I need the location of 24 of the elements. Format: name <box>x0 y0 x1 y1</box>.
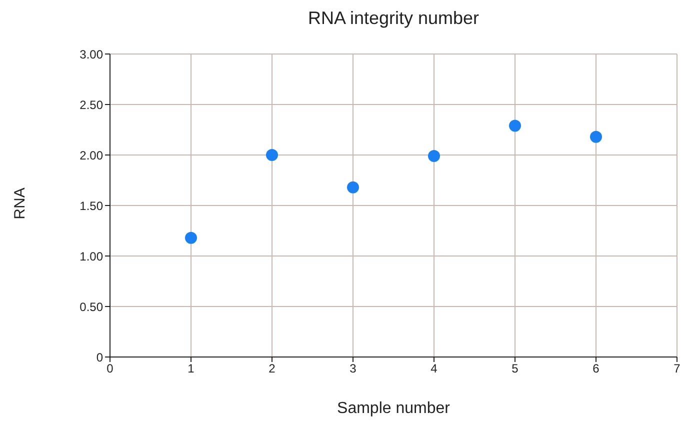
x-tick-label: 6 <box>592 362 600 376</box>
y-tick-label: 1.50 <box>80 198 104 213</box>
x-axis-title: Sample number <box>336 400 451 418</box>
x-tick-label: 7 <box>674 362 681 376</box>
y-axis-title: RNA <box>12 186 28 222</box>
y-tick-label: 0 <box>96 350 104 364</box>
point <box>185 232 197 244</box>
point <box>509 120 521 132</box>
y-tick-label: 3.00 <box>80 47 104 62</box>
x-tick-label: 0 <box>106 362 114 376</box>
point <box>347 181 359 194</box>
point <box>266 149 278 161</box>
x-tick-label: 4 <box>430 362 438 376</box>
chart-title: RNA integrity number <box>306 8 480 29</box>
x-tick-label: 3 <box>350 362 357 376</box>
x-tick-label: 1 <box>188 362 195 376</box>
y-tick-label: 1.00 <box>80 249 104 264</box>
point <box>590 130 602 143</box>
point <box>428 150 440 162</box>
x-tick-label: 5 <box>512 362 519 376</box>
y-tick-label: 0.50 <box>80 300 104 314</box>
y-tick-label: 2.00 <box>80 148 104 162</box>
x-tick-label: 2 <box>268 362 276 376</box>
y-tick-label: 2.50 <box>80 98 104 112</box>
